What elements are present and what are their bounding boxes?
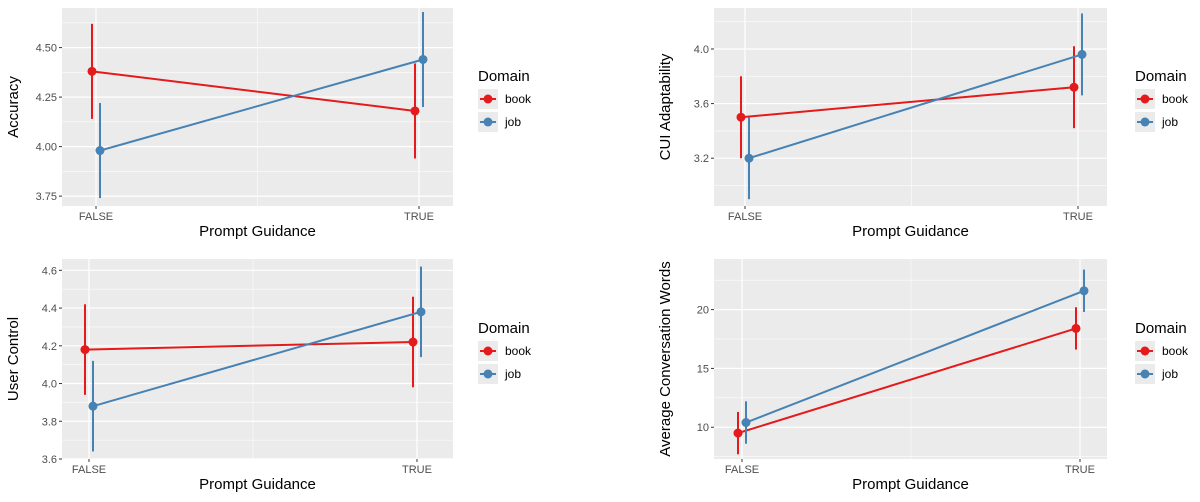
legend-title: Domain — [478, 68, 530, 85]
y-axis-title: CUI Adaptability — [657, 53, 674, 160]
legend-key-point-book — [483, 94, 493, 104]
y-tick-label: 4.6 — [42, 265, 57, 277]
x-axis-title: Prompt Guidance — [852, 223, 969, 240]
legend-label-job: job — [504, 115, 521, 129]
series-line-book — [91, 70, 416, 112]
legend-label-book: book — [1162, 344, 1189, 358]
series-line-book — [737, 327, 1077, 435]
legend-label-book: book — [505, 92, 532, 106]
y-tick-label: 15 — [697, 363, 709, 375]
legend-title: Domain — [1135, 68, 1187, 85]
legend-key-point-job — [483, 117, 493, 127]
series-line-book — [740, 86, 1075, 119]
x-tick-label: TRUE — [1063, 211, 1093, 223]
legend-key-point-book — [1140, 346, 1150, 356]
x-axis-title: Prompt Guidance — [852, 476, 969, 493]
series-line-job — [745, 289, 1085, 424]
legend-label-book: book — [505, 344, 532, 358]
series-line-job — [92, 310, 422, 408]
data-point-book — [80, 345, 90, 355]
data-point-book — [736, 112, 746, 122]
data-point-job — [88, 401, 98, 411]
y-tick-label: 3.75 — [36, 191, 57, 203]
x-tick-label: FALSE — [725, 464, 759, 476]
y-tick-label: 4.25 — [36, 92, 57, 104]
x-axis-title: Prompt Guidance — [199, 223, 316, 240]
data-point-book — [87, 66, 97, 76]
series-line-job — [99, 58, 424, 152]
legend-label-job: job — [504, 367, 521, 381]
data-point-job — [1079, 286, 1089, 296]
y-tick-label: 3.6 — [42, 454, 57, 466]
series-line-book — [84, 341, 414, 351]
data-point-job — [416, 307, 426, 317]
legend-label-job: job — [1161, 367, 1178, 381]
y-tick-label: 4.4 — [42, 303, 57, 315]
y-tick-label: 3.8 — [42, 416, 57, 428]
legend-key-point-job — [483, 369, 493, 379]
data-point-job — [418, 54, 428, 64]
y-tick-label: 4.2 — [42, 341, 57, 353]
y-axis-title: Average Conversation Words — [657, 261, 674, 456]
legend-title: Domain — [1135, 320, 1187, 337]
data-point-book — [1069, 82, 1079, 92]
x-tick-label: FALSE — [79, 211, 113, 223]
data-point-book — [1071, 323, 1081, 333]
x-tick-label: TRUE — [404, 211, 434, 223]
series-line-job — [748, 53, 1083, 160]
y-tick-label: 4.50 — [36, 43, 57, 55]
data-point-job — [1077, 49, 1087, 59]
legend-key-point-book — [483, 346, 493, 356]
y-tick-label: 4.0 — [42, 379, 57, 391]
legend-label-job: job — [1161, 115, 1178, 129]
legend-key-point-job — [1140, 369, 1150, 379]
data-point-job — [95, 146, 105, 156]
legend-label-book: book — [1162, 92, 1189, 106]
x-axis-title: Prompt Guidance — [199, 476, 316, 493]
y-tick-label: 4.0 — [694, 44, 709, 56]
legend-key-point-job — [1140, 117, 1150, 127]
x-tick-label: FALSE — [72, 464, 106, 476]
x-tick-label: FALSE — [728, 211, 762, 223]
y-axis-title: Accuracy — [5, 76, 22, 138]
y-tick-label: 10 — [697, 422, 709, 434]
legend-title: Domain — [478, 320, 530, 337]
y-tick-label: 4.00 — [36, 142, 57, 154]
data-point-book — [408, 337, 418, 347]
x-tick-label: TRUE — [1065, 464, 1095, 476]
y-tick-label: 20 — [697, 305, 709, 317]
y-axis-title: User Control — [5, 317, 22, 401]
y-tick-label: 3.6 — [694, 99, 709, 111]
y-tick-label: 3.2 — [694, 153, 709, 165]
data-point-job — [744, 153, 754, 163]
legend-key-point-book — [1140, 94, 1150, 104]
data-point-book — [733, 428, 743, 438]
data-point-job — [741, 418, 751, 428]
x-tick-label: TRUE — [402, 464, 432, 476]
data-point-book — [410, 106, 420, 116]
